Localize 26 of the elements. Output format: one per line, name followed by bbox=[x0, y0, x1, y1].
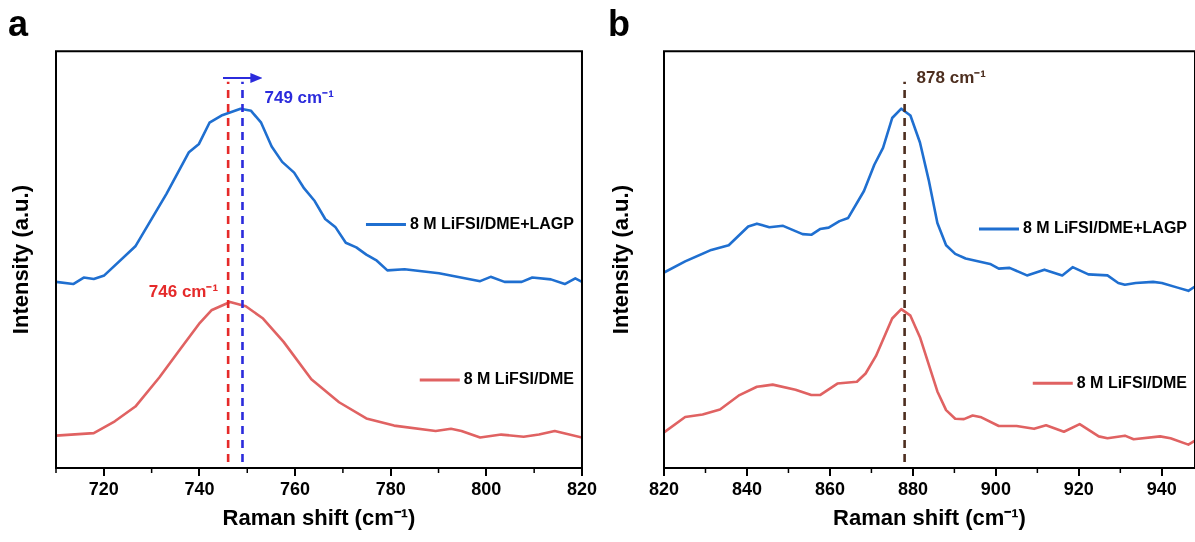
legend-label: 8 M LiFSI/DME bbox=[1076, 373, 1188, 391]
x-tick-label: 740 bbox=[184, 478, 215, 499]
x-tick-label: 760 bbox=[280, 478, 311, 499]
ref-line-label: 749 cm⁻¹ bbox=[264, 88, 335, 108]
x-tick-label: 780 bbox=[375, 478, 406, 499]
y-axis-title: Intensity (a.u.) bbox=[8, 185, 34, 335]
ref-line-label: 878 cm⁻¹ bbox=[916, 68, 987, 88]
x-tick-label: 800 bbox=[471, 478, 502, 499]
x-axis-title: Raman shift (cm⁻¹) bbox=[222, 504, 416, 530]
x-tick-label: 900 bbox=[980, 478, 1011, 499]
ref-line-label: 746 cm⁻¹ bbox=[148, 281, 219, 301]
x-tick-label: 820 bbox=[648, 478, 680, 499]
x-tick-label: 840 bbox=[731, 478, 762, 499]
x-tick-label: 860 bbox=[814, 478, 845, 499]
x-axis-title: Raman shift (cm⁻¹) bbox=[833, 504, 1026, 530]
x-tick-label: 940 bbox=[1146, 478, 1177, 499]
legend-label: 8 M LiFSI/DME+LAGP bbox=[1022, 219, 1188, 237]
y-axis-title: Intensity (a.u.) bbox=[608, 185, 634, 335]
x-tick-label: 920 bbox=[1063, 478, 1094, 499]
chart-title: a bbox=[8, 2, 29, 44]
x-tick-label: 720 bbox=[88, 478, 119, 499]
legend-label: 8 M LiFSI/DME bbox=[463, 370, 575, 388]
x-tick-label: 820 bbox=[566, 478, 598, 499]
legend-label: 8 M LiFSI/DME+LAGP bbox=[409, 214, 575, 232]
x-tick-label: 880 bbox=[897, 478, 928, 499]
chart-title: b bbox=[608, 2, 630, 44]
